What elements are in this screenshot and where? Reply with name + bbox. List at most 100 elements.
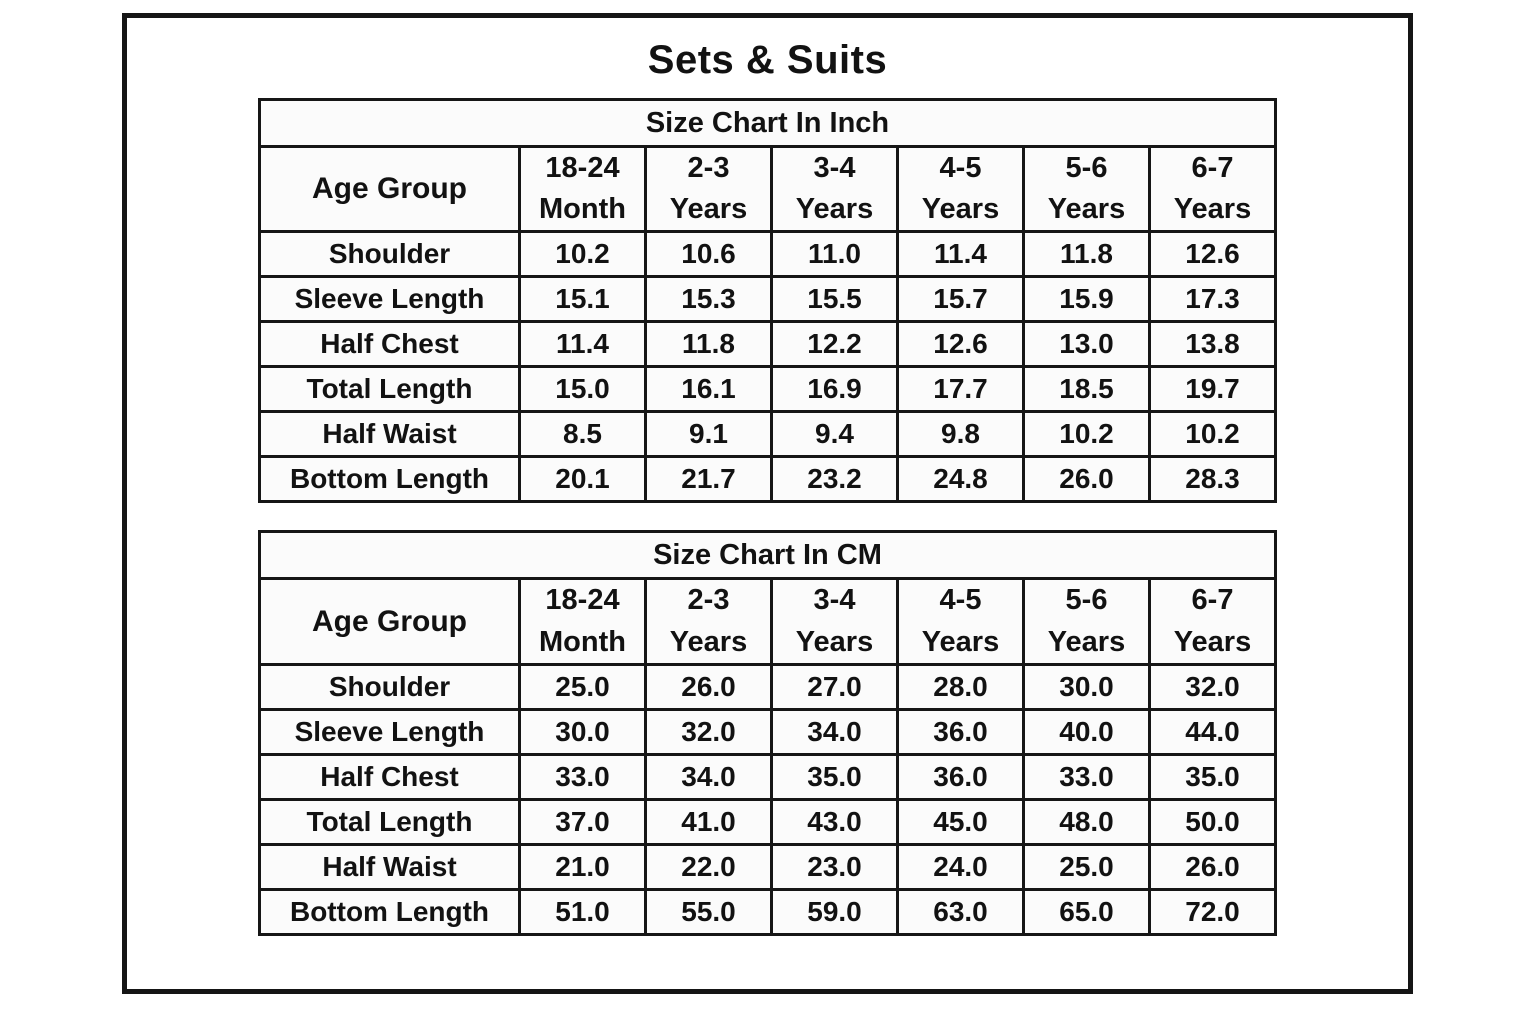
table-title: Size Chart In Inch xyxy=(258,98,1277,148)
measurement-value: 65.0 xyxy=(1022,887,1151,936)
measurement-value: 26.0 xyxy=(644,662,773,711)
table-row: Shoulder 25.0 26.0 27.0 28.0 30.0 32.0 xyxy=(258,662,1277,711)
measurement-value: 33.0 xyxy=(1022,752,1151,801)
row-label: Half Chest xyxy=(258,320,521,369)
measurement-value: 11.4 xyxy=(896,230,1025,279)
table-row: Half Waist 21.0 22.0 23.0 24.0 25.0 26.0 xyxy=(258,842,1277,891)
measurement-value: 8.5 xyxy=(518,410,647,459)
row-label: Sleeve Length xyxy=(258,275,521,324)
row-label: Bottom Length xyxy=(258,455,521,504)
measurement-value: 26.0 xyxy=(1022,455,1151,504)
outer-frame: Sets & Suits Size Chart In Inch Age Group… xyxy=(122,13,1413,994)
row-label: Sleeve Length xyxy=(258,707,521,756)
measurement-value: 11.8 xyxy=(1022,230,1151,279)
table-title-row: Size Chart In Inch xyxy=(258,98,1277,148)
measurement-value: 13.8 xyxy=(1148,320,1277,369)
measurement-value: 27.0 xyxy=(770,662,899,711)
table-row: Sleeve Length 15.1 15.3 15.5 15.7 15.9 17.3 xyxy=(258,275,1277,324)
measurement-value: 10.2 xyxy=(1022,410,1151,459)
measurement-value: 25.0 xyxy=(518,662,647,711)
measurement-value: 16.9 xyxy=(770,365,899,414)
measurement-value: 16.1 xyxy=(644,365,773,414)
table-row: Sleeve Length 30.0 32.0 34.0 36.0 40.0 44.0 xyxy=(258,707,1277,756)
measurement-value: 35.0 xyxy=(770,752,899,801)
measurement-value: 32.0 xyxy=(1148,662,1277,711)
measurement-value: 28.0 xyxy=(896,662,1025,711)
measurement-value: 13.0 xyxy=(1022,320,1151,369)
measurement-value: 43.0 xyxy=(770,797,899,846)
column-header-row: Age Group 18-24 Month 2-3 Years 3-4 Years 4-5 Ye… xyxy=(258,144,1277,234)
measurement-value: 11.4 xyxy=(518,320,647,369)
column-header: 5-6 Years xyxy=(1022,577,1151,666)
measurement-value: 44.0 xyxy=(1148,707,1277,756)
measurement-value: 9.1 xyxy=(644,410,773,459)
measurement-value: 51.0 xyxy=(518,887,647,936)
page-title: Sets & Suits xyxy=(647,38,888,82)
table-row: Half Chest 11.4 11.8 12.2 12.6 13.0 13.8 xyxy=(258,320,1277,369)
measurement-value: 11.0 xyxy=(770,230,899,279)
measurement-value: 48.0 xyxy=(1022,797,1151,846)
measurement-value: 21.7 xyxy=(644,455,773,504)
measurement-value: 26.0 xyxy=(1148,842,1277,891)
measurement-value: 17.3 xyxy=(1148,275,1277,324)
column-header: 4-5 Years xyxy=(896,144,1025,234)
measurement-value: 37.0 xyxy=(518,797,647,846)
measurement-value: 12.2 xyxy=(770,320,899,369)
age-group-header: Age Group xyxy=(258,144,521,234)
table-row: Half Chest 33.0 34.0 35.0 36.0 33.0 35.0 xyxy=(258,752,1277,801)
row-label: Bottom Length xyxy=(258,887,521,936)
row-label: Half Waist xyxy=(258,410,521,459)
measurement-value: 20.1 xyxy=(518,455,647,504)
measurement-value: 11.8 xyxy=(644,320,773,369)
measurement-value: 23.0 xyxy=(770,842,899,891)
measurement-value: 34.0 xyxy=(770,707,899,756)
row-label: Shoulder xyxy=(258,230,521,279)
measurement-value: 34.0 xyxy=(644,752,773,801)
measurement-value: 30.0 xyxy=(518,707,647,756)
size-chart-inch-table: Size Chart In Inch Age Group 18-24 Month 2-3… xyxy=(258,98,1277,504)
column-header: 6-7 Years xyxy=(1148,577,1277,666)
measurement-value: 23.2 xyxy=(770,455,899,504)
measurement-value: 25.0 xyxy=(1022,842,1151,891)
measurement-value: 9.8 xyxy=(896,410,1025,459)
column-header: 2-3 Years xyxy=(644,577,773,666)
measurement-value: 15.1 xyxy=(518,275,647,324)
measurement-value: 72.0 xyxy=(1148,887,1277,936)
measurement-value: 32.0 xyxy=(644,707,773,756)
row-label: Total Length xyxy=(258,365,521,414)
row-label: Total Length xyxy=(258,797,521,846)
table-row: Bottom Length 51.0 55.0 59.0 63.0 65.0 72.0 xyxy=(258,887,1277,936)
table-row: Bottom Length 20.1 21.7 23.2 24.8 26.0 28.3 xyxy=(258,455,1277,504)
measurement-value: 35.0 xyxy=(1148,752,1277,801)
measurement-value: 9.4 xyxy=(770,410,899,459)
measurement-value: 19.7 xyxy=(1148,365,1277,414)
measurement-value: 24.0 xyxy=(896,842,1025,891)
measurement-value: 10.2 xyxy=(1148,410,1277,459)
measurement-value: 41.0 xyxy=(644,797,773,846)
size-chart-cm-table: Size Chart In CM Age Group 18-24 Month 2-3 Ye… xyxy=(258,530,1277,936)
measurement-value: 30.0 xyxy=(1022,662,1151,711)
measurement-value: 12.6 xyxy=(896,320,1025,369)
measurement-value: 15.7 xyxy=(896,275,1025,324)
column-header: 6-7 Years xyxy=(1148,144,1277,234)
measurement-value: 15.9 xyxy=(1022,275,1151,324)
table-row: Half Waist 8.5 9.1 9.4 9.8 10.2 10.2 xyxy=(258,410,1277,459)
measurement-value: 24.8 xyxy=(896,455,1025,504)
measurement-value: 36.0 xyxy=(896,752,1025,801)
measurement-value: 50.0 xyxy=(1148,797,1277,846)
age-group-header: Age Group xyxy=(258,577,521,666)
column-header: 2-3 Years xyxy=(644,144,773,234)
table-row: Total Length 37.0 41.0 43.0 45.0 48.0 50.0 xyxy=(258,797,1277,846)
measurement-value: 59.0 xyxy=(770,887,899,936)
column-header: 18-24 Month xyxy=(518,144,647,234)
row-label: Shoulder xyxy=(258,662,521,711)
column-header: 18-24 Month xyxy=(518,577,647,666)
measurement-value: 10.6 xyxy=(644,230,773,279)
measurement-value: 21.0 xyxy=(518,842,647,891)
column-header: 3-4 Years xyxy=(770,577,899,666)
measurement-value: 33.0 xyxy=(518,752,647,801)
measurement-value: 40.0 xyxy=(1022,707,1151,756)
measurement-value: 36.0 xyxy=(896,707,1025,756)
measurement-value: 28.3 xyxy=(1148,455,1277,504)
measurement-value: 45.0 xyxy=(896,797,1025,846)
